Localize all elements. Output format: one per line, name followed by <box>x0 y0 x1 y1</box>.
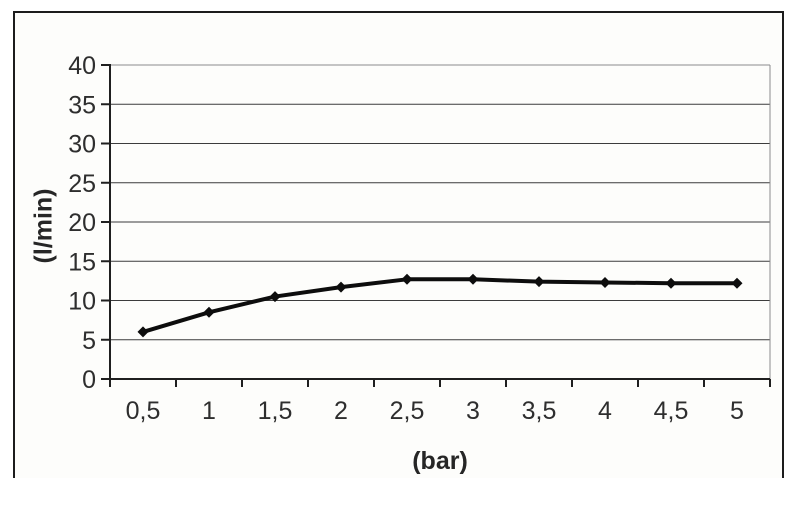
x-tick-label: 0,5 <box>126 397 161 425</box>
y-axis-title: (l/min) <box>29 188 58 264</box>
x-tick-label: 2 <box>334 397 348 425</box>
data-point-marker <box>599 276 611 288</box>
x-tick-label: 1 <box>202 397 216 425</box>
x-tick-label: 1,5 <box>258 397 293 425</box>
data-point-marker <box>467 273 479 285</box>
y-tick-label: 5 <box>82 327 96 355</box>
data-point-marker <box>665 277 677 289</box>
data-point-marker <box>203 306 215 318</box>
x-tick-label: 2,5 <box>390 397 425 425</box>
x-tick-label: 4,5 <box>654 397 689 425</box>
data-point-marker <box>731 277 743 289</box>
y-tick-label: 35 <box>68 91 96 119</box>
data-point-marker <box>137 326 149 338</box>
chart-frame <box>13 11 784 478</box>
x-tick-label: 3 <box>466 397 480 425</box>
y-tick-label: 0 <box>82 366 96 394</box>
y-tick-label: 10 <box>68 288 96 316</box>
x-tick-label: 4 <box>598 397 612 425</box>
y-tick-label: 40 <box>68 52 96 80</box>
data-point-marker <box>269 291 281 303</box>
series-line <box>141 277 739 334</box>
x-axis-title: (bar) <box>412 447 468 475</box>
x-tick-label: 3,5 <box>522 397 557 425</box>
data-point-marker <box>335 281 347 293</box>
y-tick-label: 30 <box>68 131 96 159</box>
y-tick-label: 20 <box>68 209 96 237</box>
data-point-marker <box>401 273 413 285</box>
data-point-marker <box>533 276 545 288</box>
x-tick-label: 5 <box>730 397 744 425</box>
y-tick-label: 25 <box>68 170 96 198</box>
y-tick-label: 15 <box>68 248 96 276</box>
